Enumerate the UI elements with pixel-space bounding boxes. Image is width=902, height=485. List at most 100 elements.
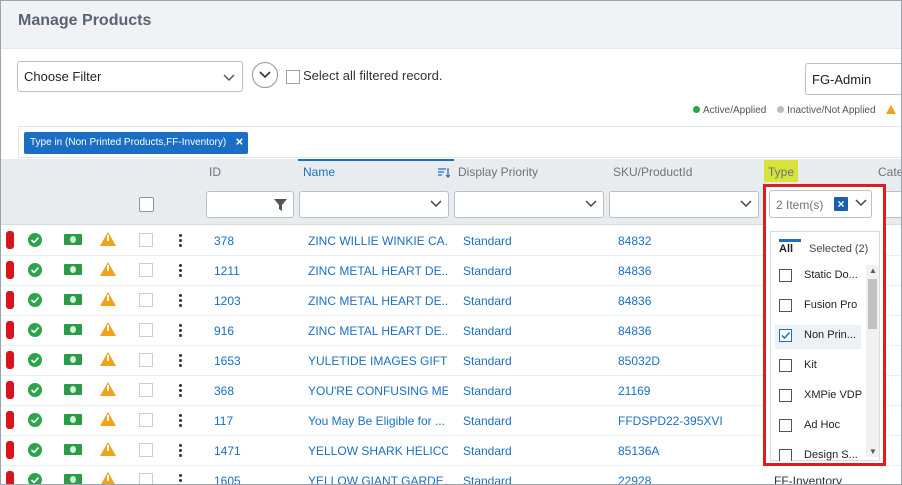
cell-sku[interactable]: 84832	[618, 234, 652, 248]
option-checkbox[interactable]	[779, 359, 792, 372]
column-header-sku[interactable]: SKU/ProductId	[613, 165, 693, 179]
select-page-checkbox[interactable]	[139, 197, 154, 212]
option-checkbox[interactable]	[779, 449, 792, 461]
type-option[interactable]: XMPie VDP	[775, 385, 862, 409]
select-all-checkbox[interactable]	[286, 70, 300, 84]
table-row[interactable]: 378 ZINC WILLIE WINKIE CA... Standard 84…	[1, 226, 901, 256]
cell-name[interactable]: ZINC METAL HEART DE...	[308, 324, 448, 338]
close-icon[interactable]: ×	[235, 134, 244, 149]
more-actions-icon[interactable]	[179, 264, 183, 279]
sku-filter-input[interactable]	[609, 191, 759, 218]
cell-priority[interactable]: Standard	[463, 234, 512, 248]
cell-name[interactable]: You May Be Eligible for ...	[308, 414, 445, 428]
cell-priority[interactable]: Standard	[463, 264, 512, 278]
cell-sku[interactable]: 22928	[618, 474, 652, 485]
more-actions-icon[interactable]	[179, 474, 183, 484]
tab-all[interactable]: All	[779, 243, 794, 255]
account-select[interactable]: FG-Admin	[805, 63, 901, 95]
type-option[interactable]: Static Do...	[775, 265, 861, 289]
row-checkbox[interactable]	[139, 293, 153, 307]
more-actions-icon[interactable]	[179, 324, 183, 339]
display-priority-filter-input[interactable]	[454, 191, 604, 218]
cell-name[interactable]: ZINC METAL HEART DE...	[308, 264, 448, 278]
table-row[interactable]: 117 You May Be Eligible for ... Standard…	[1, 406, 901, 436]
type-option[interactable]: Non Prin...	[775, 325, 861, 349]
option-checkbox-checked[interactable]	[779, 329, 792, 342]
cell-sku[interactable]: 84836	[618, 324, 652, 338]
row-checkbox[interactable]	[139, 413, 153, 427]
cell-name[interactable]: YOU'RE CONFUSING ME...	[308, 384, 448, 398]
clear-icon[interactable]: ×	[834, 197, 848, 211]
cell-priority[interactable]: Standard	[463, 384, 512, 398]
cell-priority[interactable]: Standard	[463, 354, 512, 368]
table-row[interactable]: 1471 YELLOW SHARK HELICO... Standard 851…	[1, 436, 901, 466]
type-filter-select[interactable]: 2 Item(s) ×	[769, 190, 872, 218]
cell-sku[interactable]: FFDSPD22-395XVI	[618, 414, 723, 428]
cell-id[interactable]: 1203	[214, 294, 241, 308]
type-option[interactable]: Fusion Pro	[775, 295, 861, 319]
cell-id[interactable]: 916	[214, 324, 235, 338]
cell-id[interactable]: 117	[214, 414, 234, 428]
row-checkbox[interactable]	[139, 383, 153, 397]
scrollbar-thumb[interactable]	[868, 279, 877, 329]
row-checkbox[interactable]	[139, 443, 153, 457]
table-row[interactable]: 1653 YULETIDE IMAGES GIFT ... Standard 8…	[1, 346, 901, 376]
cell-name[interactable]: ZINC METAL HEART DE...	[308, 294, 448, 308]
choose-filter-select[interactable]: Choose Filter	[17, 61, 243, 92]
table-row[interactable]: 1605 YELLOW GIANT GARDE... Standard 2292…	[1, 466, 901, 485]
row-checkbox[interactable]	[139, 473, 153, 484]
more-actions-icon[interactable]	[179, 234, 183, 249]
table-row[interactable]: 916 ZINC METAL HEART DE... Standard 8483…	[1, 316, 901, 346]
table-row[interactable]: 1211 ZINC METAL HEART DE... Standard 848…	[1, 256, 901, 286]
more-actions-icon[interactable]	[179, 384, 183, 399]
type-option[interactable]: Design S...	[775, 445, 861, 461]
id-filter-input[interactable]	[206, 191, 294, 218]
cell-id[interactable]: 368	[214, 384, 235, 398]
funnel-icon[interactable]	[274, 199, 287, 211]
option-checkbox[interactable]	[779, 389, 792, 402]
sort-desc-icon[interactable]	[438, 168, 450, 178]
cell-id[interactable]: 1653	[214, 354, 241, 368]
row-checkbox[interactable]	[139, 323, 153, 337]
cell-id[interactable]: 1605	[214, 474, 241, 485]
cell-sku[interactable]: 85032D	[618, 354, 661, 368]
cell-priority[interactable]: Standard	[463, 324, 512, 338]
row-checkbox[interactable]	[139, 353, 153, 367]
type-option[interactable]: Kit	[775, 355, 861, 379]
cell-name[interactable]: YELLOW SHARK HELICO...	[308, 444, 448, 458]
type-option[interactable]: Ad Hoc	[775, 415, 861, 439]
cell-priority[interactable]: Standard	[463, 294, 512, 308]
more-actions-icon[interactable]	[179, 414, 183, 429]
more-actions-icon[interactable]	[179, 294, 183, 309]
name-filter-input[interactable]	[299, 191, 449, 218]
type-filter-chip[interactable]: Type in (Non Printed Products,FF-Invento…	[24, 132, 249, 154]
column-header-category[interactable]: Categ	[878, 165, 901, 179]
cell-id[interactable]: 1471	[214, 444, 241, 458]
scroll-down-icon[interactable]: ▼	[869, 447, 877, 456]
cell-id[interactable]: 378	[214, 234, 235, 248]
cell-sku[interactable]: 84836	[618, 294, 652, 308]
row-checkbox[interactable]	[139, 233, 153, 247]
option-checkbox[interactable]	[779, 269, 792, 282]
cell-id[interactable]: 1211	[214, 264, 240, 278]
table-row[interactable]: 368 YOU'RE CONFUSING ME... Standard 2116…	[1, 376, 901, 406]
more-actions-icon[interactable]	[179, 444, 183, 459]
tab-selected[interactable]: Selected (2)	[809, 243, 869, 255]
more-actions-icon[interactable]	[179, 354, 183, 369]
cell-name[interactable]: ZINC WILLIE WINKIE CA...	[308, 234, 448, 248]
option-checkbox[interactable]	[779, 299, 792, 312]
cell-priority[interactable]: Standard	[463, 414, 512, 428]
cell-sku[interactable]: 84836	[618, 264, 652, 278]
column-header-name[interactable]: Name	[303, 165, 336, 179]
cell-name[interactable]: YELLOW GIANT GARDE...	[308, 474, 448, 485]
cell-sku[interactable]: 85136A	[618, 444, 660, 458]
cell-priority[interactable]: Standard	[463, 474, 512, 485]
expand-filter-button[interactable]	[252, 62, 278, 88]
row-checkbox[interactable]	[139, 263, 153, 277]
table-row[interactable]: 1203 ZINC METAL HEART DE... Standard 848…	[1, 286, 901, 316]
option-checkbox[interactable]	[779, 419, 792, 432]
scroll-up-icon[interactable]: ▲	[869, 266, 877, 275]
column-header-display-priority[interactable]: Display Priority	[458, 165, 539, 179]
column-header-type[interactable]: Type	[768, 165, 795, 179]
column-header-id[interactable]: ID	[209, 165, 221, 179]
